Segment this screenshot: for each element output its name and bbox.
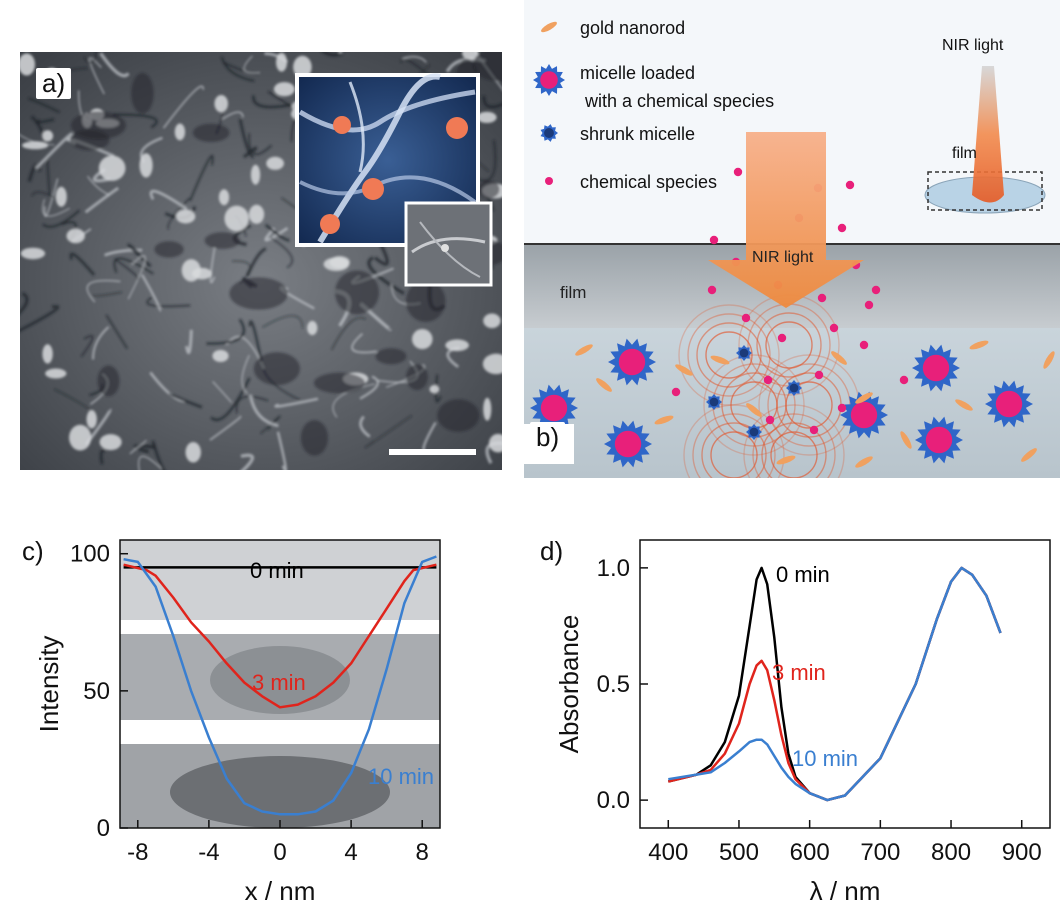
series-annotation-1: 3 min [252, 670, 306, 695]
legend-item-nanorod: gold nanorod [580, 18, 685, 38]
y-tick-label: 0 [97, 815, 110, 842]
x-tick-label: 900 [1002, 839, 1042, 866]
y-tick-label: 50 [83, 678, 110, 705]
inset-film-label: film [952, 145, 977, 162]
x-tick-label: 4 [344, 839, 357, 866]
y-axis-label: Intensity [34, 636, 64, 733]
series-annotation-0: 0 min [250, 558, 304, 583]
film-label: film [560, 283, 586, 302]
x-tick-label: 800 [931, 839, 971, 866]
panel-d-label: d) [540, 536, 563, 567]
panel-c: -8 -4 0 4 8 0 50 100 x / nm Intensity 0 min 3 min 10… [0, 530, 460, 908]
x-axis-label: x / nm [245, 876, 316, 906]
x-tick-label: 8 [416, 839, 429, 866]
x-tick-label: -4 [198, 839, 219, 866]
nir-arrow-label: NIR light [752, 249, 814, 266]
series-annotation-0: 0 min [776, 562, 830, 587]
panel-a: a) [20, 52, 502, 470]
y-tick-label: 0.5 [597, 671, 630, 698]
x-tick-label: -8 [127, 839, 148, 866]
y-tick-label: 100 [70, 541, 110, 568]
legend-item-species: chemical species [580, 172, 717, 192]
scale-bar [389, 449, 476, 455]
sem-micrograph [20, 52, 502, 470]
panel-c-label: c) [22, 536, 44, 567]
x-tick-label: 700 [860, 839, 900, 866]
series-annotation-2: 10 min [792, 746, 858, 771]
x-tick-label: 600 [790, 839, 830, 866]
chart-d: 400 500 600 700 800 900 0.0 0.5 1.0 λ / nm Absorba… [520, 530, 1060, 908]
chart-c: -8 -4 0 4 8 0 50 100 x / nm Intensity 0 min 3 min 10… [0, 530, 460, 908]
legend-item-shrunk: shrunk micelle [580, 124, 695, 144]
chemical-species-icon [545, 177, 553, 185]
series-annotation-1: 3 min [772, 660, 826, 685]
x-tick-label: 500 [719, 839, 759, 866]
panel-b-label: b) [530, 422, 565, 453]
panel-b: NIR light film NIR light film gold nanor… [524, 0, 1060, 478]
film-layer-bottom [524, 328, 1060, 478]
y-axis-label: Absorbance [554, 615, 584, 754]
schematic: NIR light film NIR light film gold nanor… [524, 0, 1060, 478]
y-tick-label: 0.0 [597, 787, 630, 814]
x-tick-label: 400 [648, 839, 688, 866]
sem-inset-gray [406, 203, 491, 285]
y-tick-label: 1.0 [597, 555, 630, 582]
plot-frame [640, 540, 1050, 828]
inset-nir-label: NIR light [942, 37, 1004, 54]
panel-a-label: a) [36, 68, 71, 99]
series-annotation-2: 10 min [368, 764, 434, 789]
x-tick-label: 0 [273, 839, 286, 866]
panel-d: 400 500 600 700 800 900 0.0 0.5 1.0 λ / nm Absorba… [520, 530, 1060, 908]
x-axis-label: λ / nm [810, 876, 881, 906]
